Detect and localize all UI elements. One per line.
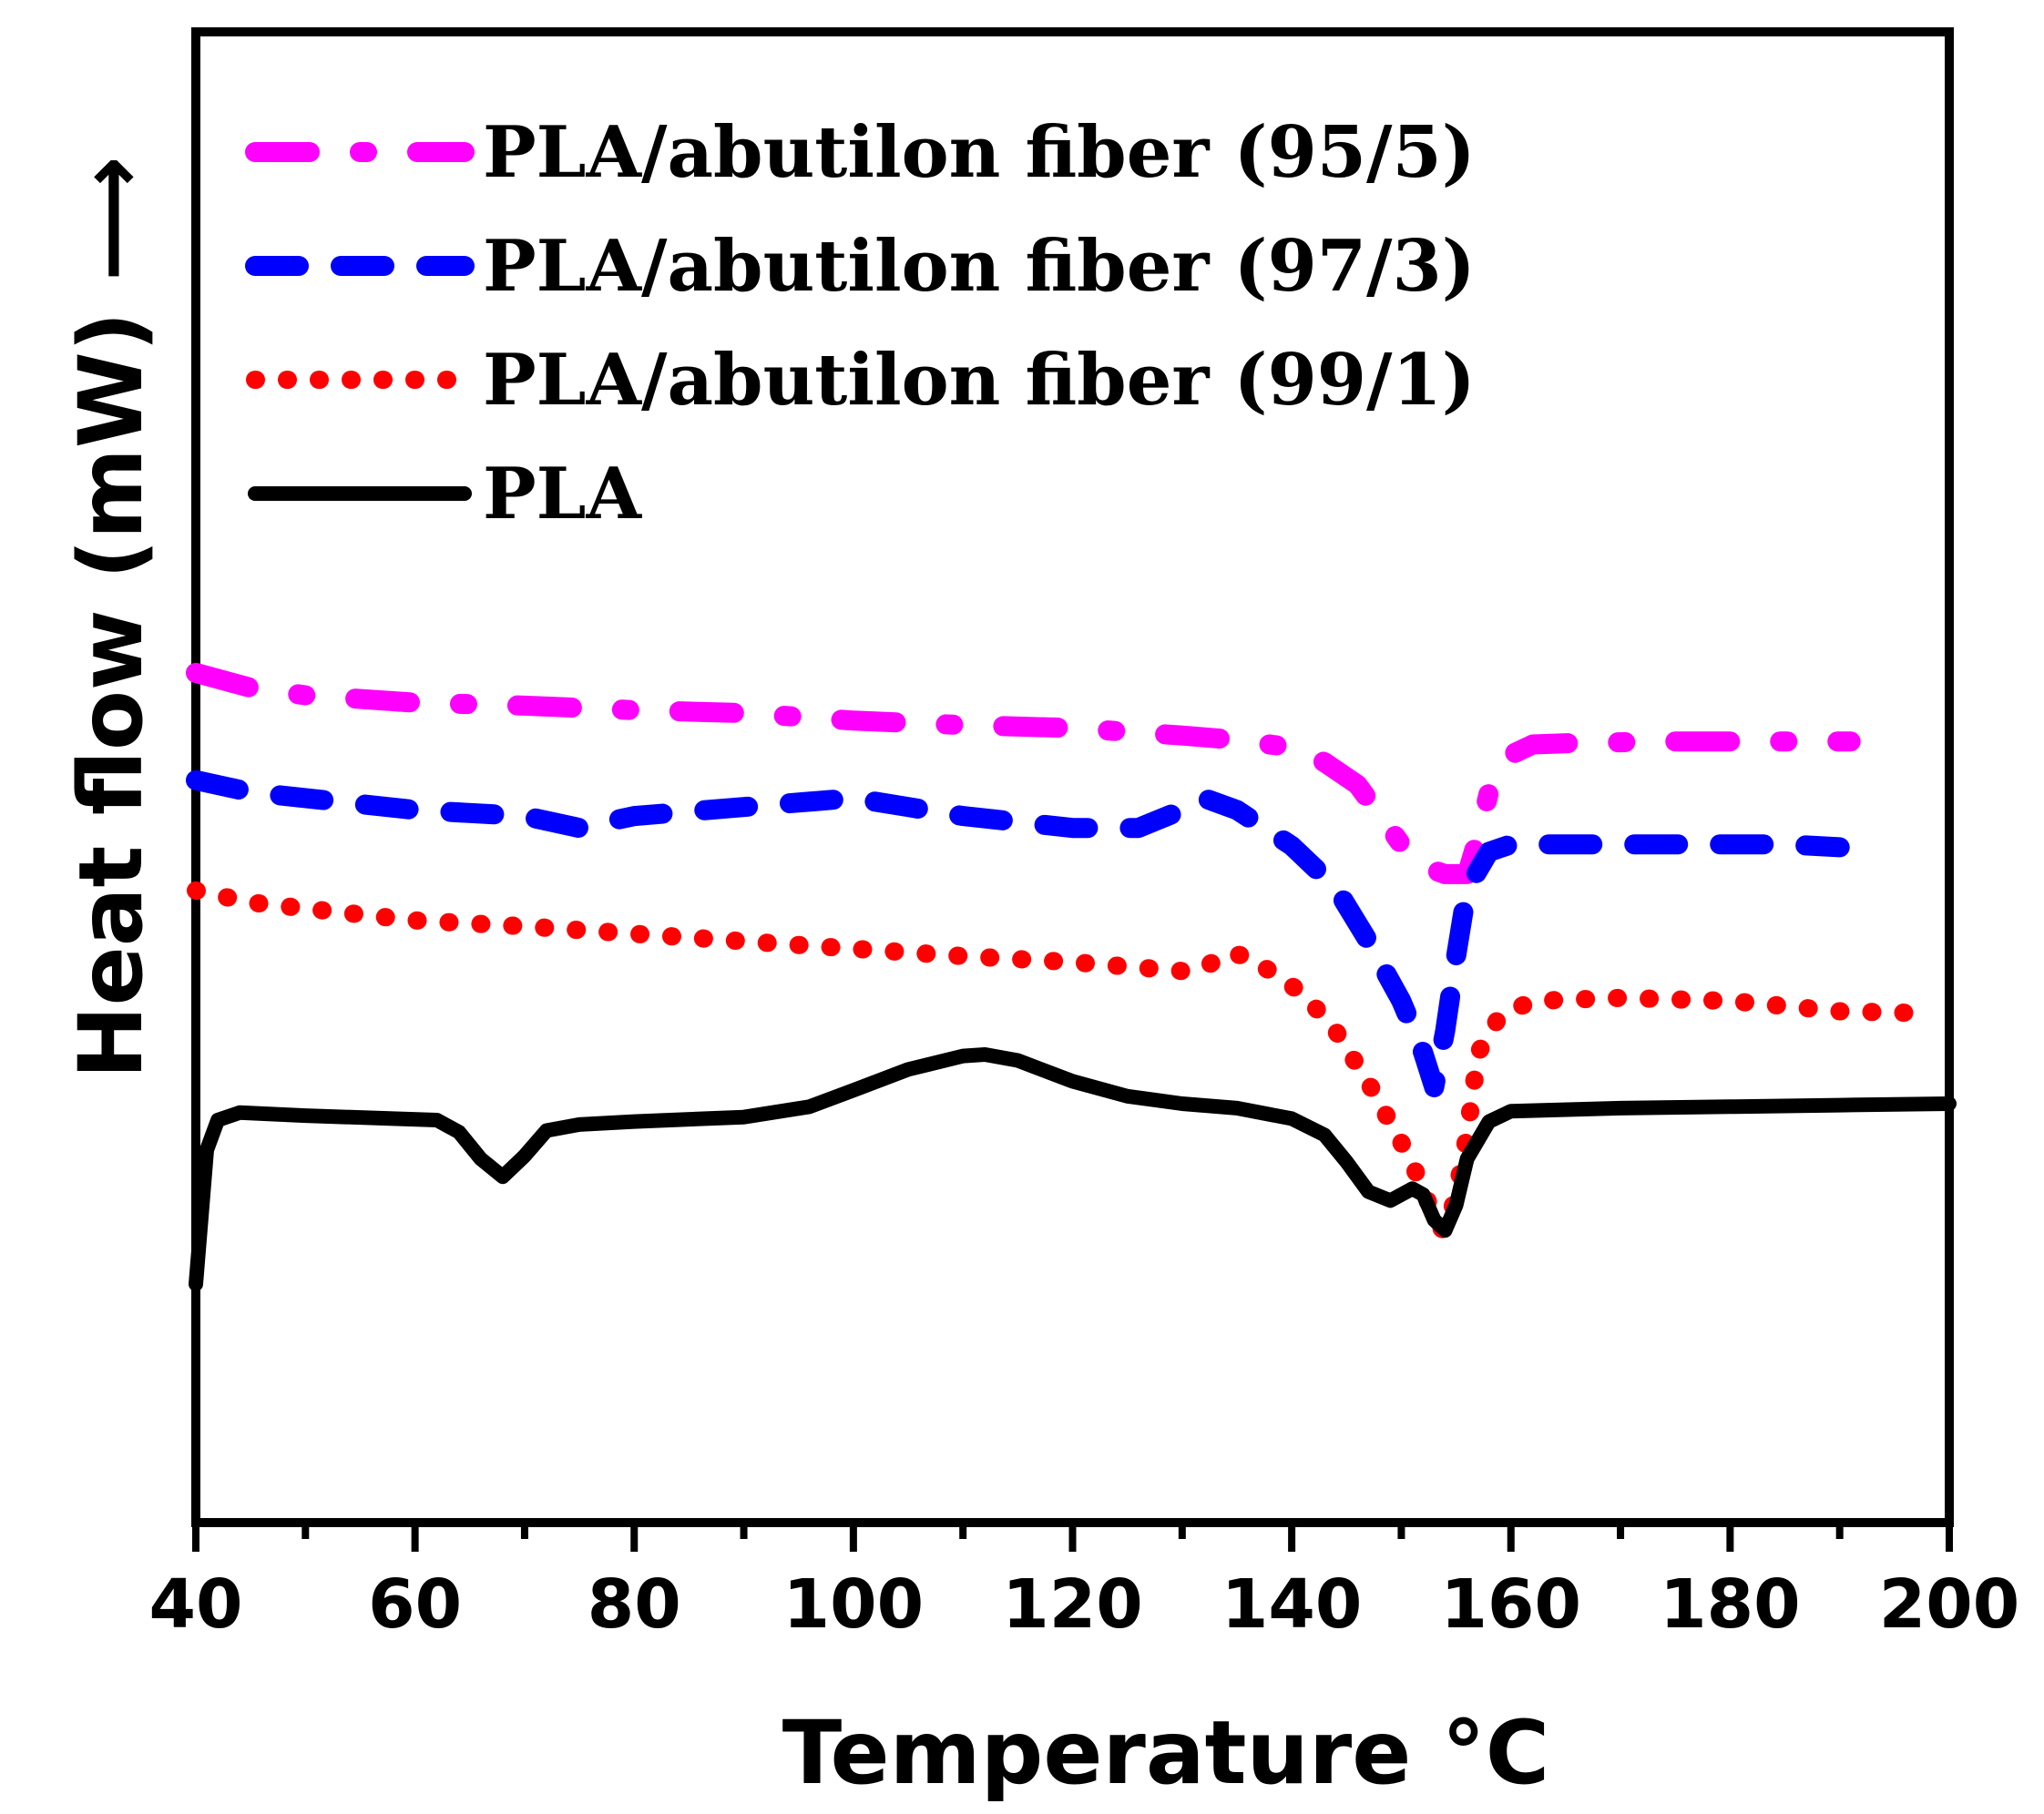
x-axis-title: Temperature °C (782, 1702, 1549, 1804)
series-group (186, 662, 1957, 1292)
x-tick-label: 200 (1879, 1565, 2019, 1644)
legend-label: PLA (483, 453, 642, 535)
legend-label: PLA/abutilon fiber (99/1) (483, 339, 1476, 422)
series-line-pla-abutilon-fiber-99-1- (187, 881, 1915, 1241)
series-line-pla-abutilon-fiber-97-3- (186, 769, 1850, 1097)
x-tick-label: 60 (368, 1565, 462, 1644)
legend-label: PLA/abutilon fiber (97/3) (483, 225, 1476, 308)
x-tick-label: 40 (149, 1565, 243, 1644)
x-tick-label: 120 (1002, 1565, 1142, 1644)
x-tick-label: 140 (1221, 1565, 1362, 1644)
legend: PLA/abutilon fiber (95/5) PLA/abutilon fi… (245, 111, 1476, 535)
series-line-pla-abutilon-fiber-95-5- (186, 662, 1861, 884)
x-tick-label: 160 (1441, 1565, 1581, 1644)
x-axis-ticks (192, 1523, 1953, 1552)
x-tick-label: 80 (588, 1565, 681, 1644)
legend-label: PLA/abutilon fiber (95/5) (483, 111, 1476, 194)
series-line-pla (189, 1047, 1957, 1292)
x-tick-label: 180 (1660, 1565, 1800, 1644)
x-axis-tick-labels: 40 60 80 100 120 140 160 180 200 (149, 1565, 2020, 1644)
y-axis-title: Heat flow (mW) ⟶ (60, 156, 162, 1078)
x-tick-label: 100 (783, 1565, 924, 1644)
